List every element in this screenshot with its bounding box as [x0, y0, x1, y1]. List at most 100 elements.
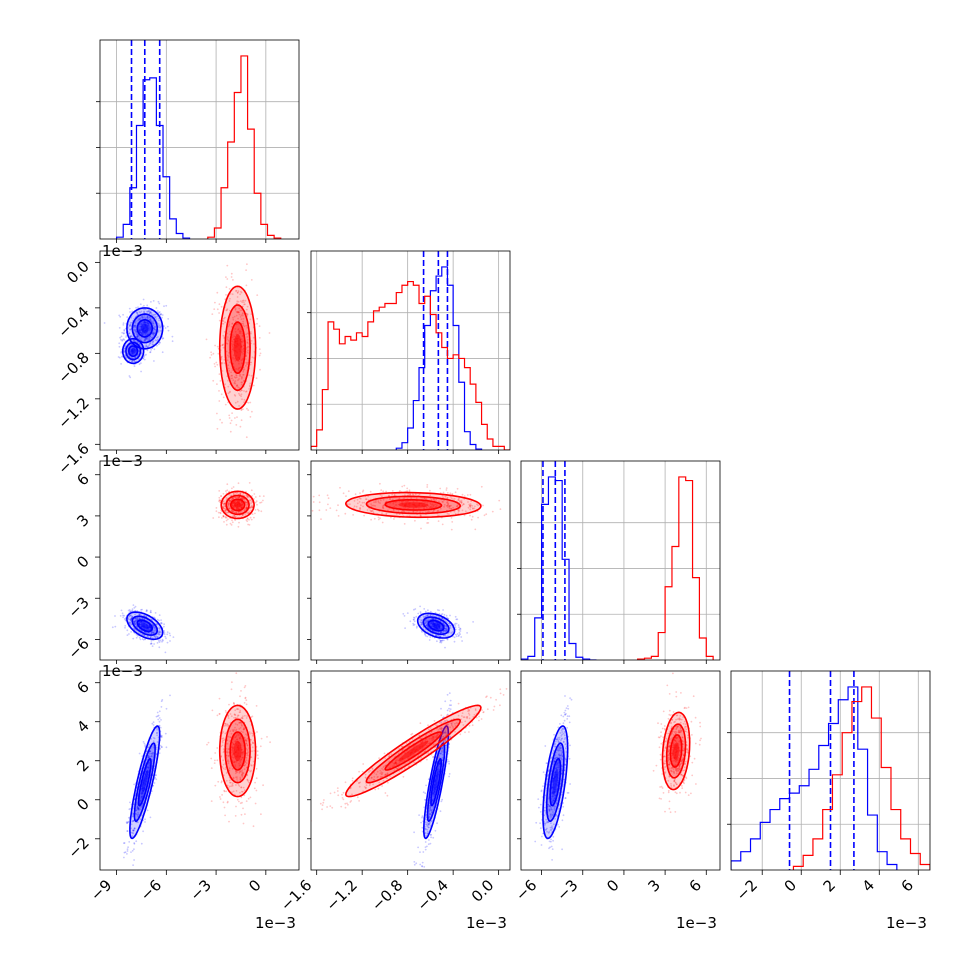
sample-point [473, 507, 476, 510]
sample-point [227, 717, 230, 719]
sample-point [137, 808, 140, 811]
sample-point [229, 390, 232, 393]
sample-point [144, 638, 147, 641]
histogram-panel-4 [727, 671, 930, 870]
histogram-panel-3 [517, 461, 720, 660]
sample-point [228, 779, 231, 782]
sample-point [238, 500, 241, 503]
sample-point [154, 326, 157, 328]
sample-point [227, 325, 230, 328]
sample-point [318, 509, 321, 512]
sample-point [148, 744, 151, 746]
sample-point [158, 752, 161, 754]
sample-point [425, 784, 427, 787]
sample-point [233, 501, 235, 504]
sample-point [426, 624, 428, 626]
sample-point [154, 612, 157, 614]
sample-point [150, 313, 153, 316]
sample-point [377, 518, 380, 521]
sample-point [258, 495, 261, 498]
sample-point [152, 724, 155, 726]
sample-point [236, 798, 239, 801]
sample-point [246, 363, 249, 366]
sample-point [245, 742, 248, 745]
sample-point [234, 328, 237, 330]
sample-point [245, 756, 248, 759]
sample-point [424, 632, 427, 635]
sample-point [132, 829, 135, 832]
sample-point [218, 400, 221, 402]
density-fill [432, 622, 441, 629]
sample-point [136, 806, 138, 809]
sample-point [241, 383, 243, 386]
sample-point [138, 622, 141, 625]
sample-point [127, 820, 130, 823]
sample-point [241, 300, 244, 302]
contour-line [220, 490, 255, 520]
sample-point [243, 736, 246, 739]
sample-point [152, 631, 155, 634]
sample-point [441, 747, 444, 749]
sample-point [243, 401, 246, 404]
sample-point [135, 625, 138, 628]
sample-point [444, 630, 447, 632]
sample-point [243, 789, 246, 791]
contour-line [126, 611, 164, 641]
sample-point [134, 326, 137, 329]
sample-point [401, 500, 404, 503]
sample-point [138, 807, 140, 810]
sample-point [220, 357, 223, 360]
sample-point [426, 484, 429, 486]
sample-point [437, 634, 439, 637]
sample-point [136, 616, 139, 619]
sample-point [131, 820, 134, 823]
sample-point [130, 614, 133, 617]
sample-point [485, 513, 488, 516]
sample-point [212, 379, 215, 382]
sample-point [152, 333, 155, 336]
sample-point [139, 339, 142, 341]
sample-point [140, 370, 143, 373]
sample-point [138, 622, 140, 625]
sample-point [230, 371, 233, 374]
sample-point [240, 341, 243, 343]
sample-point [138, 329, 141, 332]
sample-point [146, 345, 148, 348]
sample-point [138, 806, 140, 809]
sample-point [224, 722, 227, 725]
sample-point [415, 862, 418, 865]
sample-point [222, 763, 225, 766]
sample-point [220, 393, 223, 396]
sample-point [235, 790, 238, 792]
sample-point [146, 631, 149, 634]
sample-point [241, 773, 243, 776]
sample-point [240, 813, 243, 816]
sample-point [427, 778, 430, 780]
sample-point [156, 315, 159, 318]
sample-point [454, 512, 457, 515]
sample-point [148, 761, 151, 764]
sample-point [240, 300, 242, 302]
sample-point [231, 502, 234, 505]
sample-point [441, 500, 444, 503]
sample-point [228, 502, 231, 505]
sample-point [153, 629, 156, 632]
sample-point [248, 781, 250, 784]
sample-point [131, 815, 134, 818]
sample-point [144, 317, 146, 319]
sample-point [360, 504, 362, 507]
sample-point [380, 489, 383, 491]
sample-point [148, 756, 151, 759]
sample-point [233, 502, 235, 504]
sample-point [238, 392, 240, 395]
sample-point [433, 627, 436, 630]
sample-point [430, 811, 433, 813]
sample-point [144, 345, 147, 347]
sample-point [445, 505, 448, 507]
scatter-panel-3-1 [111, 482, 265, 654]
sample-point [234, 309, 237, 311]
sample-point [135, 809, 137, 812]
sample-point [429, 622, 431, 625]
sample-point [259, 368, 261, 371]
sample-point [439, 640, 442, 643]
